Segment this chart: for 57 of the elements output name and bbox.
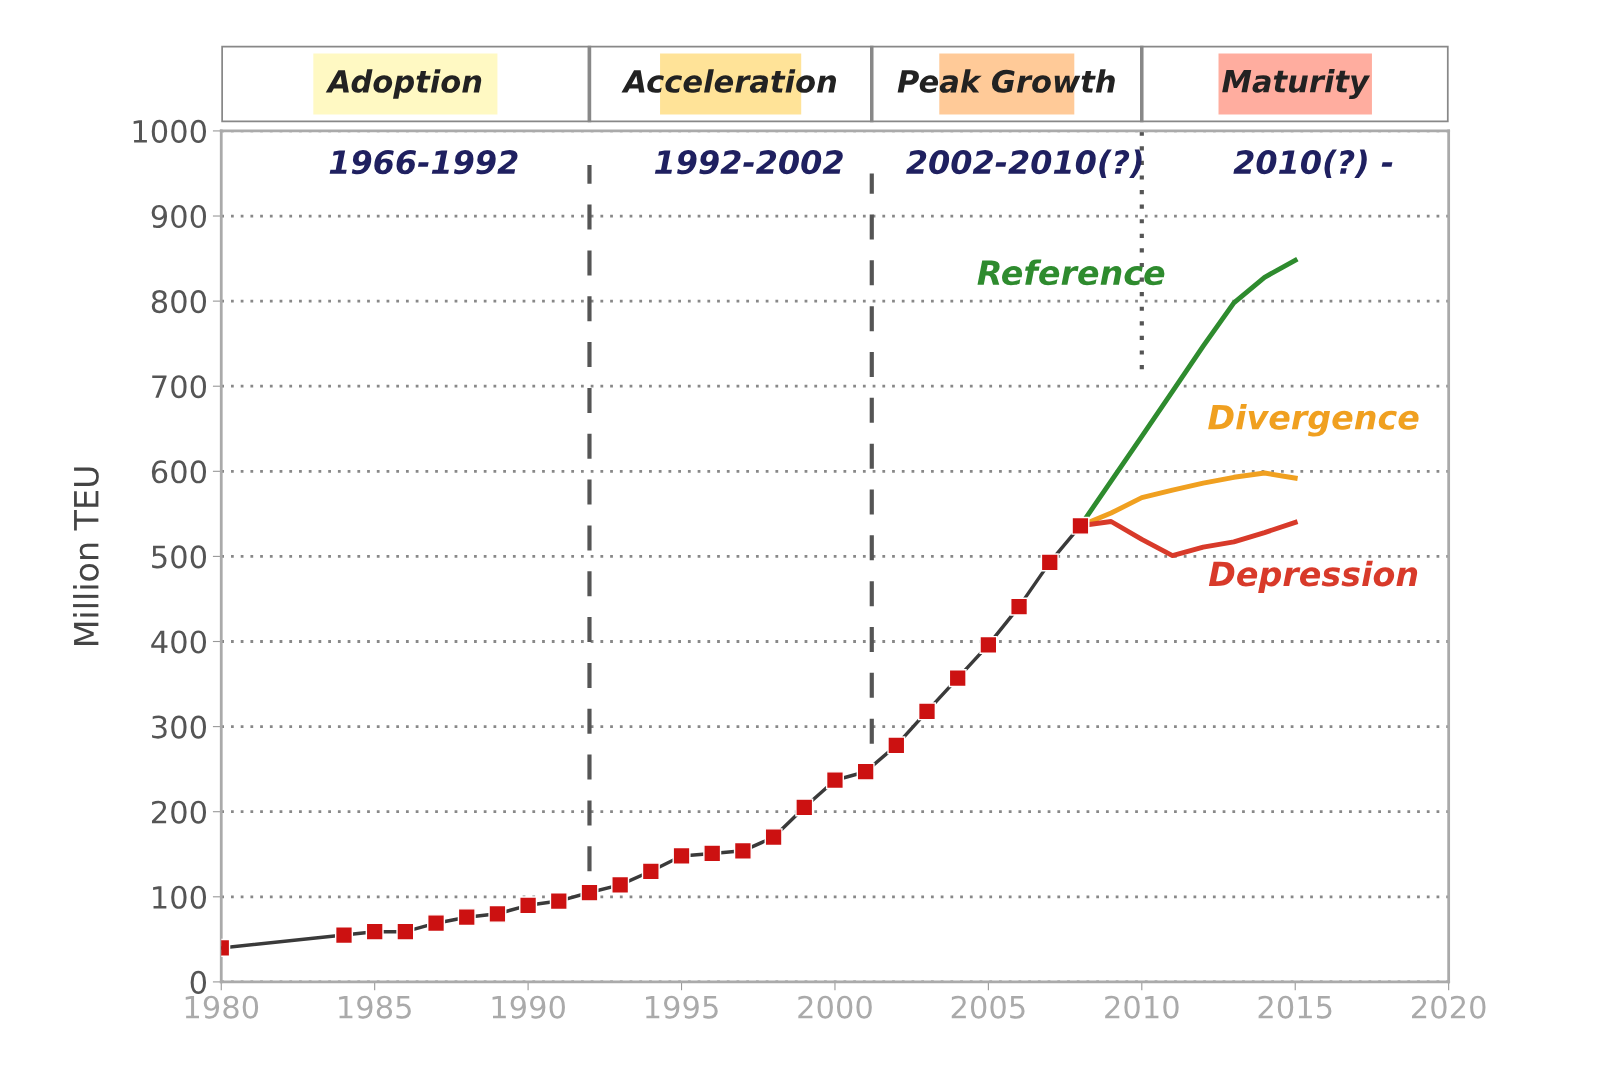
y-tick-label: 200 — [151, 800, 207, 824]
annotation: 1966-1992 — [329, 150, 518, 175]
x-tick-label: 2020 — [1412, 995, 1486, 1019]
x-tick-label: 1995 — [646, 995, 718, 1019]
point — [795, 798, 814, 817]
point — [856, 762, 875, 781]
y-tick-label: 600 — [151, 460, 207, 484]
point — [979, 635, 998, 654]
text: Adoption — [325, 69, 482, 99]
y-tick-label: 0 — [190, 970, 207, 994]
annotation: 1992-2002 — [654, 150, 843, 175]
x-tick-label: 1990 — [492, 995, 565, 1019]
text: Acceleration — [621, 69, 837, 93]
point — [1040, 553, 1059, 572]
series-label: Depression — [1208, 560, 1418, 593]
text: Peak Growth — [897, 69, 1115, 93]
point — [641, 862, 660, 881]
point — [948, 669, 967, 688]
x-tick-label: 1980 — [185, 995, 259, 1019]
y-tick-label: 700 — [152, 375, 207, 399]
point — [457, 908, 476, 927]
point — [334, 926, 354, 945]
point — [611, 875, 630, 894]
point — [488, 904, 507, 923]
point — [887, 736, 906, 755]
y-tick-label: 400 — [151, 630, 207, 654]
point — [703, 844, 722, 863]
annotation: 2002-2010(?) — [906, 149, 1142, 178]
point — [672, 846, 691, 865]
point — [733, 841, 752, 860]
point — [1071, 516, 1090, 535]
point — [549, 892, 568, 911]
point — [365, 922, 384, 941]
x-tick-label: 2010 — [1105, 995, 1179, 1019]
text: Reference — [977, 259, 1165, 286]
point — [427, 914, 446, 933]
x-tick-label: 1985 — [339, 995, 411, 1019]
y-axis-title: Million TEU — [73, 467, 99, 646]
x-tick-label: 2000 — [798, 995, 872, 1019]
y-tick-label: 1000 — [133, 119, 207, 143]
point — [396, 922, 415, 941]
point — [917, 702, 937, 721]
x-tick-label: 2015 — [1258, 995, 1332, 1019]
text: Maturity — [1222, 69, 1371, 99]
x-tick-label: 2005 — [951, 995, 1025, 1019]
point — [825, 771, 844, 790]
point — [764, 828, 783, 847]
point — [580, 883, 599, 902]
y-tick-label: 800 — [151, 290, 207, 314]
point — [519, 896, 538, 915]
y-tick-label: 900 — [151, 204, 207, 229]
y-tick-label: 300 — [152, 715, 207, 739]
y-tick-label: 500 — [152, 545, 207, 569]
point — [1010, 597, 1029, 616]
annotation: 2010(?) - — [1233, 149, 1393, 178]
y-tick-label: 100 — [153, 885, 207, 909]
series-label: Divergence — [1208, 403, 1419, 437]
